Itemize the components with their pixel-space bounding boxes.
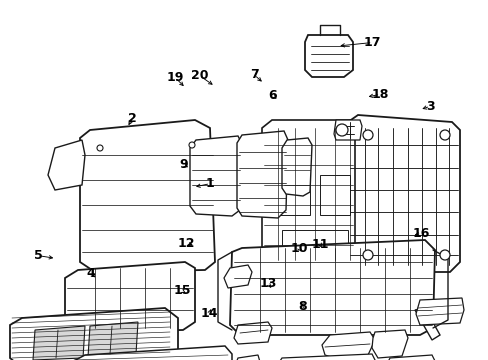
Text: 19: 19 [166, 71, 183, 84]
Text: 15: 15 [173, 284, 190, 297]
Polygon shape [319, 175, 349, 215]
Polygon shape [234, 322, 271, 344]
Polygon shape [305, 35, 352, 77]
Text: 5: 5 [34, 249, 42, 262]
Text: 7: 7 [249, 68, 258, 81]
Polygon shape [414, 308, 439, 340]
Polygon shape [280, 175, 309, 215]
Polygon shape [65, 262, 195, 332]
Polygon shape [48, 140, 85, 190]
Text: 9: 9 [179, 158, 187, 171]
Text: 4: 4 [86, 267, 95, 280]
Text: 12: 12 [178, 237, 195, 249]
Polygon shape [371, 330, 407, 358]
Polygon shape [190, 136, 242, 216]
Polygon shape [10, 308, 178, 360]
Polygon shape [347, 115, 459, 272]
Text: 3: 3 [425, 100, 434, 113]
Polygon shape [88, 322, 138, 357]
Text: 17: 17 [363, 36, 381, 49]
Polygon shape [237, 131, 287, 218]
Circle shape [189, 142, 195, 148]
Text: 14: 14 [200, 307, 218, 320]
Text: 8: 8 [297, 300, 306, 312]
Circle shape [335, 124, 347, 136]
Circle shape [362, 250, 372, 260]
Circle shape [439, 130, 449, 140]
Polygon shape [282, 138, 311, 196]
Text: 18: 18 [371, 88, 388, 101]
Text: 10: 10 [290, 242, 307, 255]
Circle shape [439, 250, 449, 260]
Polygon shape [224, 265, 251, 288]
Text: 6: 6 [268, 89, 277, 102]
Polygon shape [80, 120, 215, 272]
Polygon shape [333, 120, 361, 140]
Text: 2: 2 [127, 112, 136, 125]
Polygon shape [262, 120, 354, 268]
Text: 1: 1 [205, 177, 214, 190]
Circle shape [362, 130, 372, 140]
Text: 11: 11 [311, 238, 328, 251]
Polygon shape [415, 298, 463, 325]
Polygon shape [273, 354, 375, 360]
Polygon shape [383, 355, 435, 360]
Polygon shape [33, 326, 85, 360]
Polygon shape [282, 230, 347, 255]
Polygon shape [72, 346, 231, 360]
Polygon shape [229, 240, 434, 335]
Text: 20: 20 [190, 69, 208, 82]
Circle shape [97, 145, 103, 151]
Polygon shape [234, 355, 260, 360]
Polygon shape [321, 332, 374, 360]
Text: 13: 13 [259, 277, 276, 290]
Text: 16: 16 [412, 227, 429, 240]
